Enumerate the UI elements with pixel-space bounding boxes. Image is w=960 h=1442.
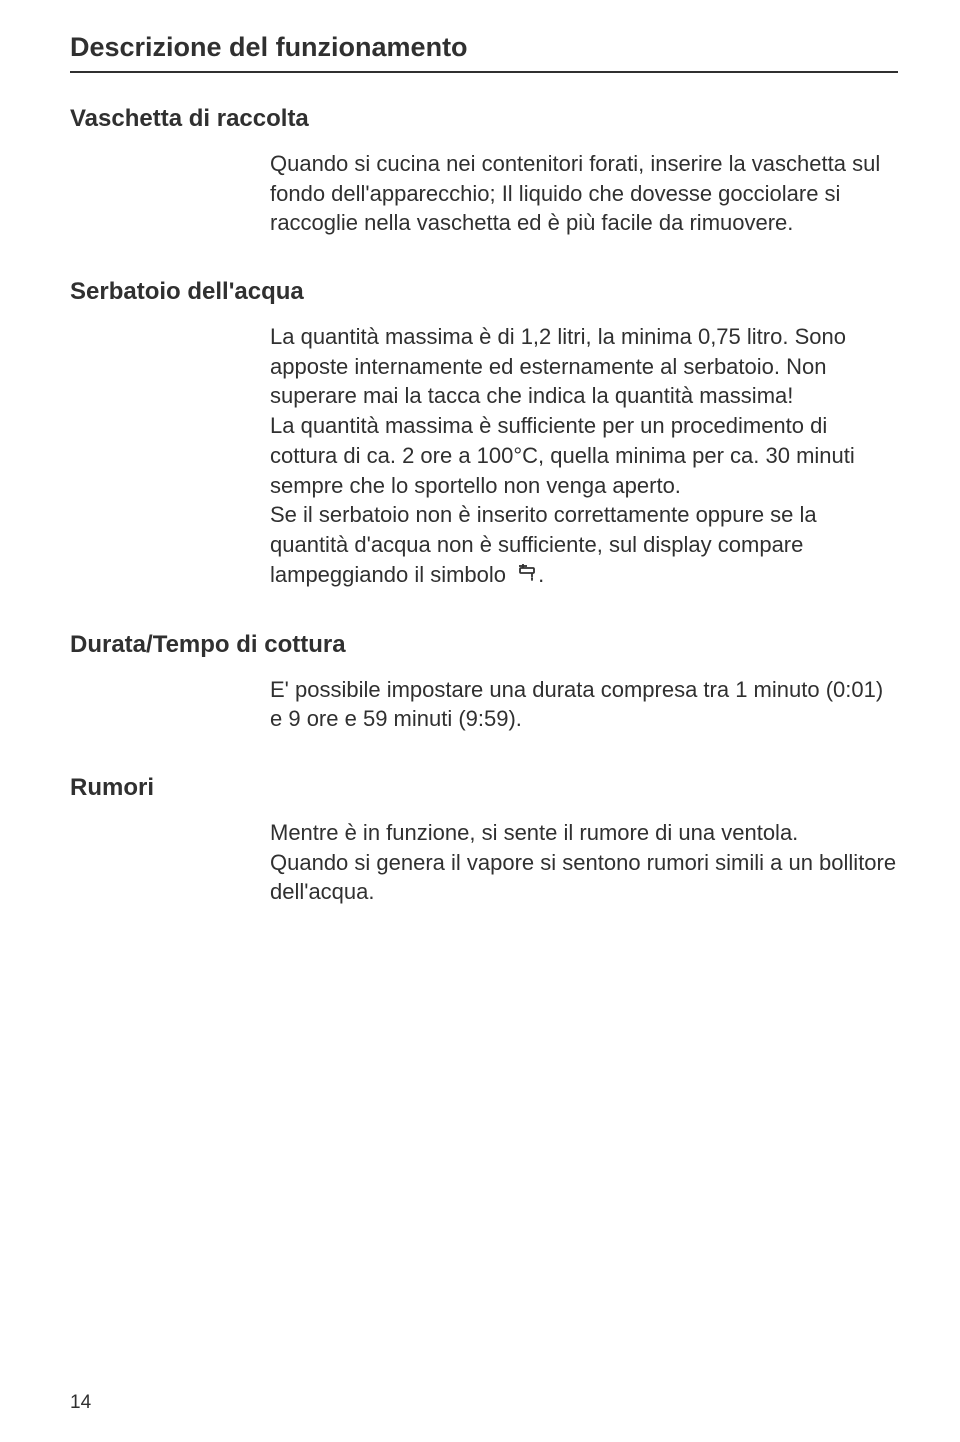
paragraph: Quando si cucina nei contenitori forati,… <box>270 149 898 238</box>
body-text-rumori: Mentre è in funzione, si sente il rumore… <box>270 818 898 907</box>
tap-icon <box>514 561 536 591</box>
paragraph: La quantità massima è di 1,2 litri, la m… <box>270 322 898 411</box>
paragraph: Mentre è in funzione, si sente il rumore… <box>270 818 898 848</box>
body-text-durata: E' possibile impostare una durata compre… <box>270 675 898 734</box>
section-heading-durata: Durata/Tempo di cottura <box>70 631 898 659</box>
section-heading-rumori: Rumori <box>70 774 898 802</box>
paragraph: Se il serbatoio non è inserito correttam… <box>270 500 898 590</box>
section-heading-vaschetta: Vaschetta di raccolta <box>70 105 898 133</box>
text-run: . <box>538 562 544 587</box>
page-title: Descrizione del funzionamento <box>70 32 898 73</box>
paragraph: E' possibile impostare una durata compre… <box>270 675 898 734</box>
section-heading-serbatoio: Serbatoio dell'acqua <box>70 278 898 306</box>
page-number: 14 <box>70 1392 91 1414</box>
body-text-serbatoio: La quantità massima è di 1,2 litri, la m… <box>270 322 898 591</box>
paragraph: La quantità massima è sufficiente per un… <box>270 411 898 500</box>
paragraph: Quando si genera il vapore si sentono ru… <box>270 848 898 907</box>
body-text-vaschetta: Quando si cucina nei contenitori forati,… <box>270 149 898 238</box>
